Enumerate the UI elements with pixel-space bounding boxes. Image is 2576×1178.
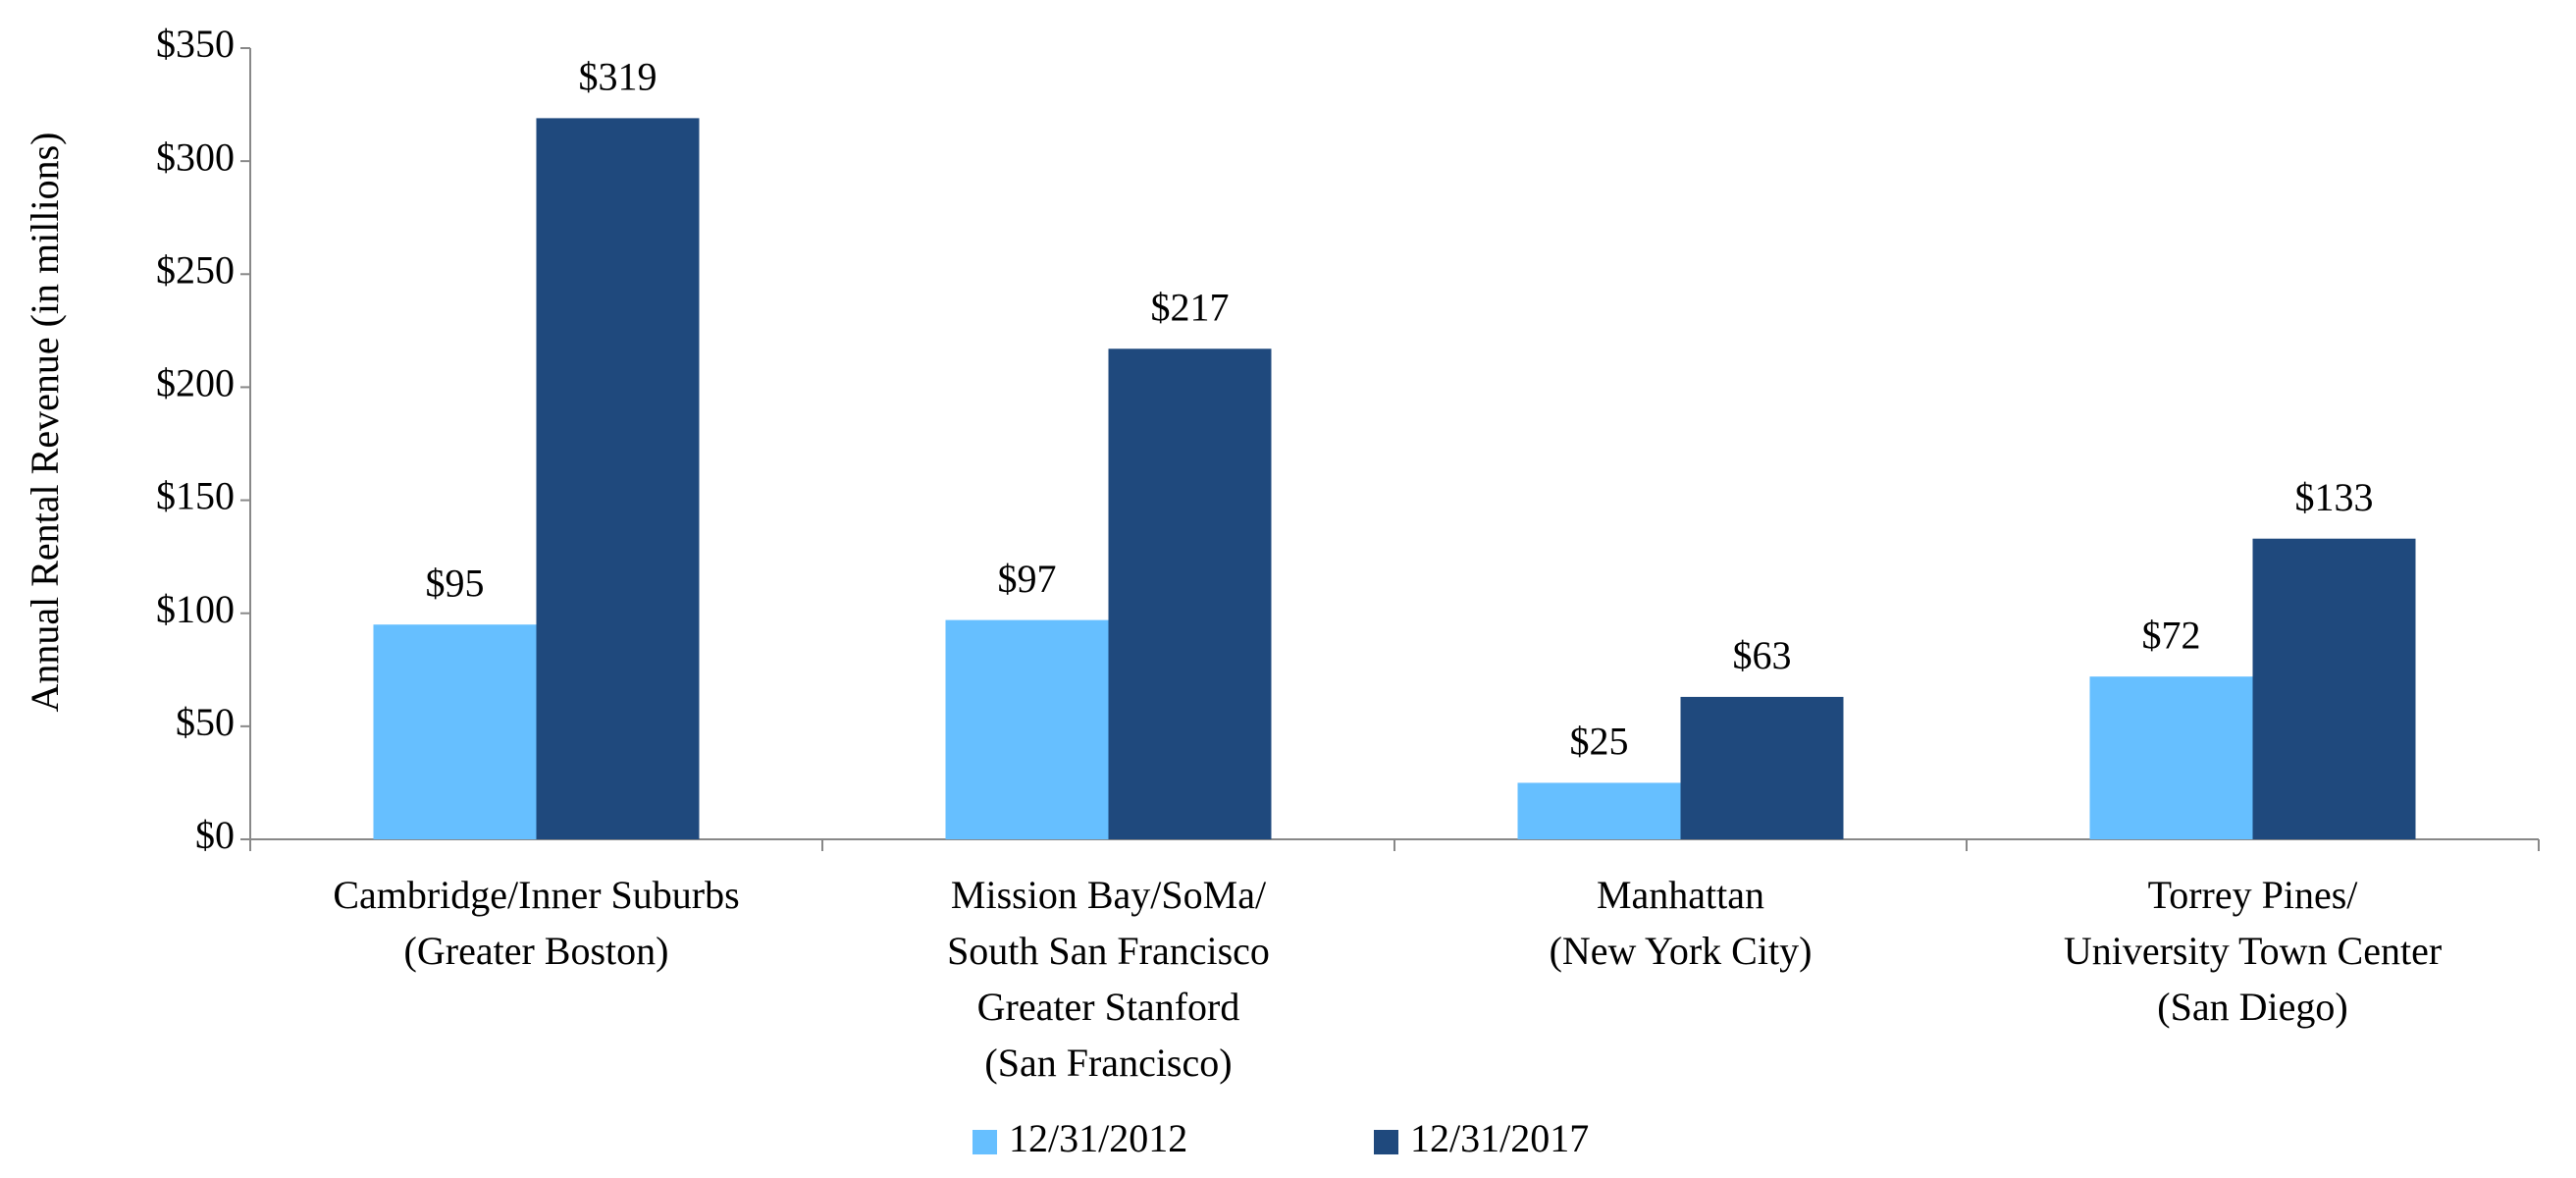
x-tick-label: Torrey Pines/	[2148, 873, 2359, 917]
value-label: $217	[1151, 285, 1230, 329]
y-axis-label: Annual Rental Revenue (in millions)	[23, 133, 67, 713]
value-label: $319	[579, 55, 657, 99]
bar	[373, 624, 537, 839]
y-tick-label: $200	[156, 361, 235, 405]
x-tick-label: University Town Center	[2064, 929, 2442, 973]
x-tick-label: (San Diego)	[2157, 985, 2347, 1029]
value-label: $63	[1733, 633, 1792, 677]
y-tick-label: $250	[156, 247, 235, 292]
legend-label: 12/31/2012	[1009, 1116, 1187, 1160]
y-tick-label: $50	[176, 700, 235, 744]
y-tick-label: $150	[156, 474, 235, 518]
x-tick-label: (Greater Boston)	[404, 929, 669, 973]
x-tick-label: (San Francisco)	[984, 1041, 1232, 1085]
y-tick-label: $100	[156, 587, 235, 631]
legend-swatch	[973, 1130, 997, 1154]
y-tick-label: $350	[156, 22, 235, 66]
bar	[1108, 348, 1272, 839]
bar	[945, 619, 1109, 839]
bar	[536, 118, 700, 840]
value-label: $95	[426, 561, 485, 605]
value-label: $72	[2142, 613, 2201, 657]
bar	[2252, 538, 2416, 839]
legend-swatch	[1374, 1130, 1398, 1154]
x-tick-label: Manhattan	[1597, 873, 1764, 917]
value-label: $133	[2295, 475, 2374, 519]
y-tick-label: $300	[156, 134, 235, 179]
value-label: $97	[998, 557, 1057, 601]
value-label: $25	[1570, 720, 1629, 764]
x-tick-label: South San Francisco	[947, 929, 1270, 973]
legend-label: 12/31/2017	[1410, 1116, 1589, 1160]
bar	[2089, 676, 2253, 839]
x-tick-label: (New York City)	[1550, 929, 1813, 973]
bar	[1517, 782, 1681, 839]
bar	[1680, 696, 1844, 839]
x-tick-label: Cambridge/Inner Suburbs	[333, 873, 739, 917]
x-tick-label: Greater Stanford	[977, 985, 1240, 1029]
y-tick-label: $0	[195, 813, 235, 857]
x-tick-label: Mission Bay/SoMa/	[951, 873, 1267, 917]
